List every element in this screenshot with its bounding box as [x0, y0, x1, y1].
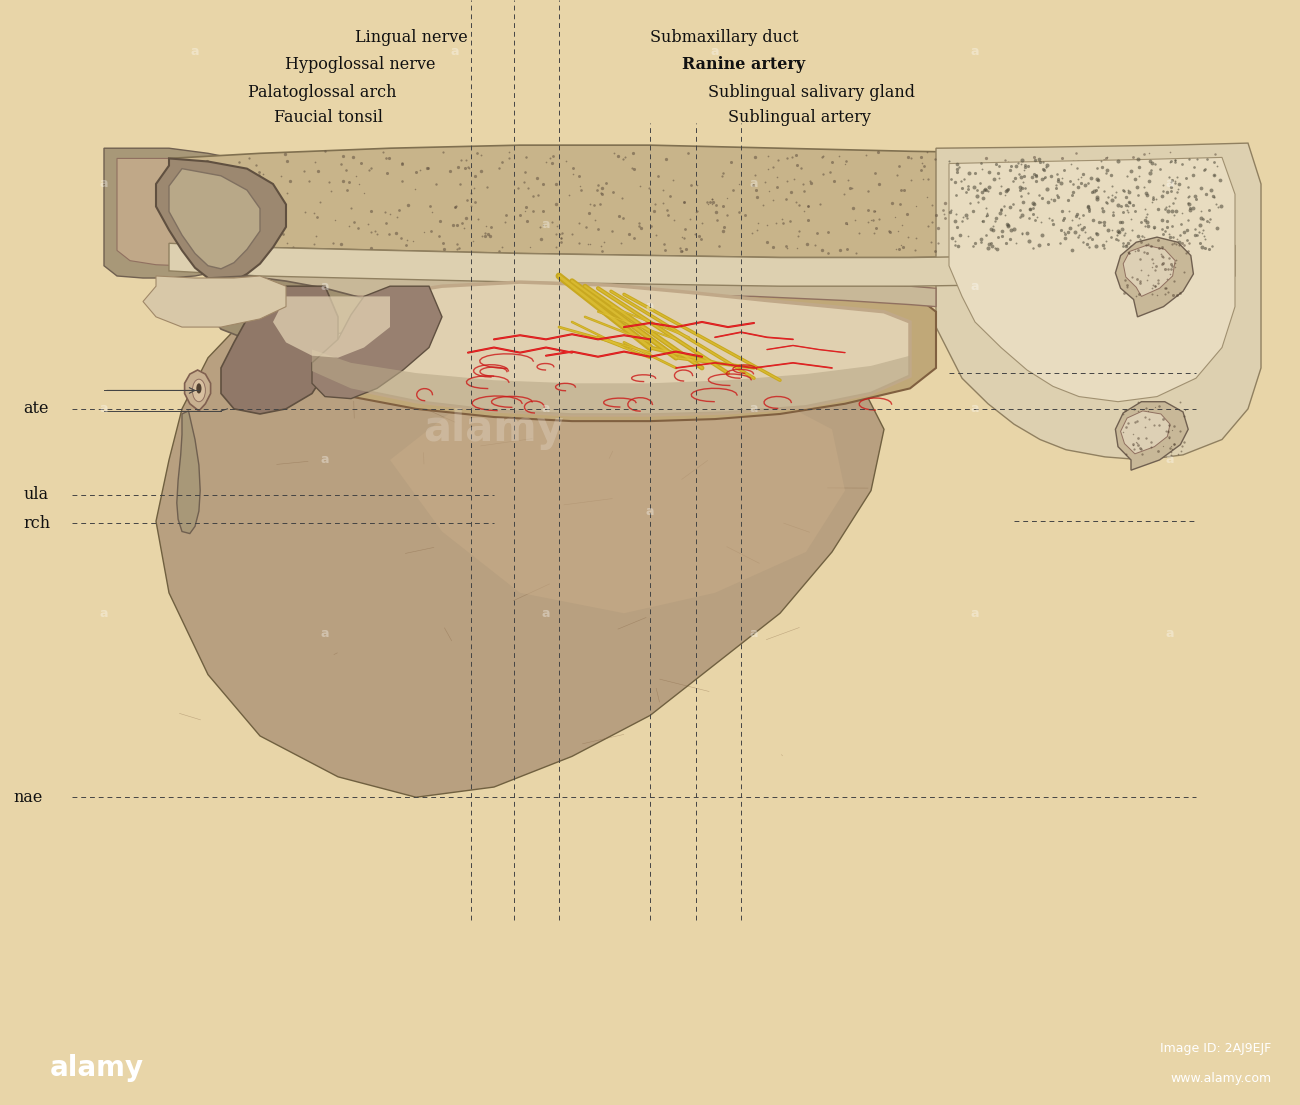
Polygon shape — [169, 145, 1235, 257]
Text: a: a — [1166, 453, 1174, 466]
Text: Image ID: 2AJ9EJF: Image ID: 2AJ9EJF — [1160, 1042, 1271, 1055]
Text: Sublingual artery: Sublingual artery — [728, 109, 871, 126]
Text: a: a — [191, 44, 199, 57]
Polygon shape — [169, 243, 1235, 286]
Text: www.alamy.com: www.alamy.com — [1170, 1072, 1271, 1085]
Text: Ranine artery: Ranine artery — [682, 56, 806, 73]
Polygon shape — [156, 158, 286, 281]
Polygon shape — [104, 148, 312, 278]
Text: a: a — [321, 280, 329, 293]
Polygon shape — [169, 169, 260, 269]
Text: a: a — [646, 301, 654, 313]
Text: a: a — [321, 628, 329, 640]
Polygon shape — [1121, 411, 1170, 454]
Text: a: a — [451, 44, 459, 57]
Text: a: a — [971, 44, 979, 57]
Text: a: a — [750, 628, 758, 640]
Polygon shape — [195, 276, 377, 343]
Text: Palatoglossal arch: Palatoglossal arch — [248, 84, 396, 101]
Text: a: a — [971, 402, 979, 415]
Polygon shape — [390, 378, 845, 613]
Polygon shape — [312, 286, 442, 399]
Text: a: a — [646, 505, 654, 517]
Text: a: a — [971, 607, 979, 620]
Text: a: a — [750, 178, 758, 190]
Polygon shape — [936, 143, 1261, 460]
Polygon shape — [1123, 245, 1175, 296]
Text: a: a — [1166, 178, 1174, 190]
Text: Submaxillary duct: Submaxillary duct — [650, 29, 798, 45]
Text: ate: ate — [23, 400, 49, 418]
Text: a: a — [542, 402, 550, 415]
Polygon shape — [221, 286, 338, 414]
Text: alamy: alamy — [49, 1054, 143, 1082]
Polygon shape — [117, 158, 273, 266]
Polygon shape — [273, 296, 390, 358]
Polygon shape — [312, 282, 910, 415]
Text: Sublingual salivary gland: Sublingual salivary gland — [708, 84, 915, 101]
Text: a: a — [711, 44, 719, 57]
Text: Faucial tonsil: Faucial tonsil — [274, 109, 384, 126]
Polygon shape — [177, 411, 200, 534]
Text: Hypoglossal nerve: Hypoglossal nerve — [285, 56, 436, 73]
Text: a: a — [971, 280, 979, 293]
Polygon shape — [156, 296, 884, 798]
Text: a: a — [1166, 628, 1174, 640]
Text: a: a — [100, 607, 108, 620]
Text: ula: ula — [23, 486, 48, 503]
Text: a: a — [321, 453, 329, 466]
Text: a: a — [750, 402, 758, 415]
Polygon shape — [1115, 402, 1188, 471]
Text: a: a — [542, 607, 550, 620]
Polygon shape — [312, 349, 910, 415]
Polygon shape — [143, 276, 286, 327]
Text: rch: rch — [23, 515, 51, 532]
Text: nae: nae — [13, 789, 43, 806]
Polygon shape — [221, 266, 936, 306]
Text: alamy: alamy — [424, 408, 564, 451]
Polygon shape — [286, 271, 936, 421]
Polygon shape — [949, 157, 1235, 402]
Text: a: a — [100, 178, 108, 190]
Text: a: a — [100, 402, 108, 415]
Text: a: a — [542, 219, 550, 231]
Polygon shape — [1115, 238, 1193, 317]
Polygon shape — [185, 370, 211, 411]
Ellipse shape — [196, 383, 202, 393]
Ellipse shape — [192, 379, 205, 402]
Text: Lingual nerve: Lingual nerve — [355, 29, 468, 45]
